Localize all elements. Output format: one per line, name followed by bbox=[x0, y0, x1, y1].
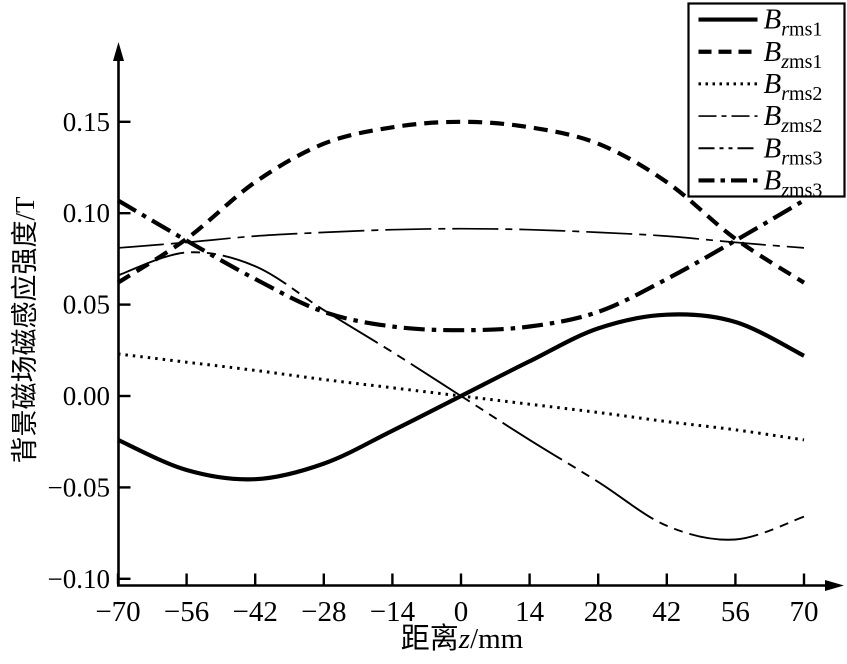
y-tick-label: 0.05 bbox=[63, 290, 110, 320]
legend-entry: Brms1 bbox=[698, 4, 823, 41]
x-tick-label: −70 bbox=[95, 596, 140, 628]
y-axis-arrow-icon bbox=[113, 42, 124, 61]
x-tick-label: 70 bbox=[790, 596, 819, 628]
y-tick-label: 0.10 bbox=[63, 198, 110, 228]
legend-label: Bzms1 bbox=[764, 36, 823, 73]
y-tick-label: 0.15 bbox=[63, 107, 110, 137]
curve-Brms3 bbox=[117, 251, 805, 541]
legend-entry: Brms2 bbox=[698, 68, 823, 105]
x-tick-label: 0 bbox=[454, 596, 469, 628]
axes: −70 −56 −42 −28 −14 0 14 28 42 56 70 0.15 0.10 0.05 0.… bbox=[48, 42, 844, 628]
curve-Bzms2 bbox=[117, 227, 805, 249]
legend-label: Bzms2 bbox=[764, 100, 823, 137]
legend-label: Brms2 bbox=[764, 68, 823, 105]
x-tick-label: −14 bbox=[370, 596, 416, 628]
legend-entry: Bzms3 bbox=[698, 164, 823, 201]
legend-label: Brms3 bbox=[764, 132, 823, 169]
legend-entry: Bzms1 bbox=[698, 36, 823, 73]
legend-entry: Brms3 bbox=[698, 132, 823, 169]
curve-Bzms1 bbox=[116, 119, 806, 285]
x-axis-arrow-icon bbox=[825, 580, 844, 591]
y-tick-label: −0.05 bbox=[48, 472, 110, 502]
x-tick-label: −42 bbox=[233, 596, 278, 628]
legend-entry: Bzms2 bbox=[698, 100, 823, 137]
y-axis-title: 背景磁场磁感应强度/T bbox=[10, 196, 40, 464]
x-tick-label: −56 bbox=[164, 596, 209, 628]
x-tick-label: 28 bbox=[584, 596, 613, 628]
y-tick-label: 0.00 bbox=[63, 381, 110, 411]
y-tick-label: −0.10 bbox=[48, 564, 110, 594]
legend-label: Bzms3 bbox=[764, 164, 823, 201]
x-tick-label: 56 bbox=[721, 596, 750, 628]
x-axis-title: 距离z/mm bbox=[401, 622, 524, 655]
legend-box bbox=[687, 2, 846, 198]
legend-label: Brms1 bbox=[764, 4, 823, 41]
curve-Bzms3 bbox=[116, 198, 806, 333]
plot-curves bbox=[116, 119, 806, 541]
x-tick-label: 42 bbox=[652, 596, 681, 628]
x-tick-label: −28 bbox=[301, 596, 346, 628]
x-tick-label: 14 bbox=[515, 596, 545, 628]
